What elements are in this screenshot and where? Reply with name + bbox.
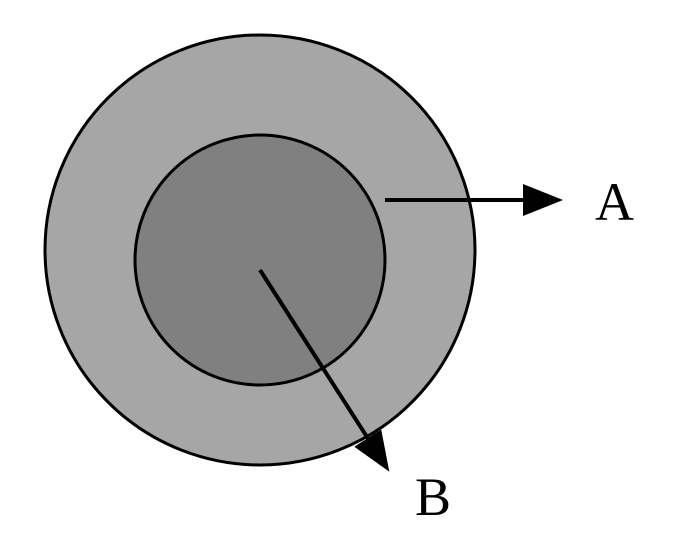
concentric-circle-diagram: A B <box>0 0 680 541</box>
label-a: A <box>595 172 634 232</box>
label-b: B <box>415 467 451 527</box>
inner-circle <box>135 135 385 385</box>
